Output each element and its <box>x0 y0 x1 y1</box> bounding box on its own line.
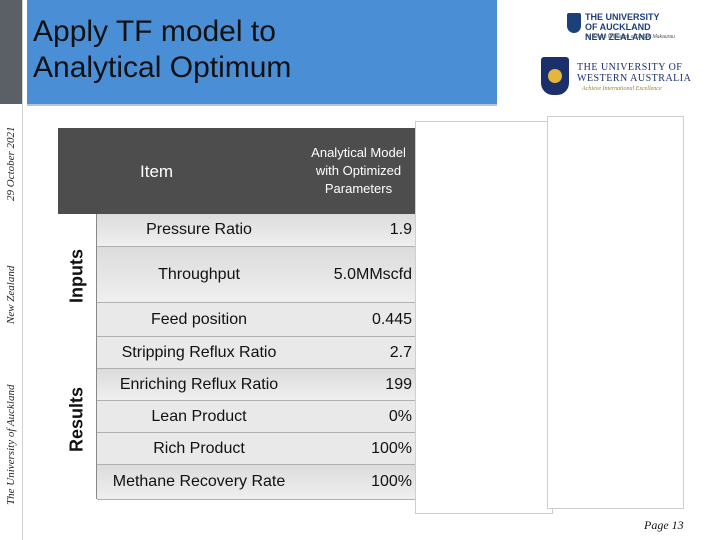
uwa-crest-icon <box>541 57 569 95</box>
date-label: 29 October 2021 <box>5 126 17 202</box>
row-item: Enriching Reflux Ratio <box>119 375 279 393</box>
row-item: Stripping Reflux Ratio <box>121 343 277 361</box>
page-number: Page 13 <box>644 518 684 532</box>
table-row: Pressure Ratio 1.9 <box>97 214 416 247</box>
row-item: Methane Recovery Rate <box>112 473 286 490</box>
row-value: 100% <box>371 473 412 490</box>
row-value: 5.0MMscfd <box>333 265 412 283</box>
blank-panel-left <box>415 121 553 514</box>
group-inputs-label: Inputs <box>66 249 87 304</box>
row-value: 0% <box>388 407 412 425</box>
row-value: 100% <box>371 439 412 457</box>
slide-title: Apply TF model to Analytical Optimum <box>33 14 291 86</box>
table-row: Lean Product 0% <box>97 401 416 433</box>
uwa-logo-line-1: THE UNIVERSITY OF <box>577 62 683 73</box>
auckland-logo-text: THE UNIVERSITY OF AUCKLAND NEW ZEALAND <box>585 12 660 42</box>
auckland-logo-line-3: NEW ZEALAND <box>585 32 652 42</box>
row-item: Rich Product <box>153 439 245 457</box>
sidebar-dark-block <box>0 0 22 104</box>
row-item: Feed position <box>150 310 248 328</box>
logo-area <box>497 0 720 104</box>
group-divider <box>96 214 97 499</box>
table-row: Feed position 0.445 <box>97 303 416 337</box>
row-value: 0.445 <box>371 310 412 328</box>
title-line-1: Apply TF model to <box>33 15 276 48</box>
row-item: Throughput <box>158 265 240 283</box>
uwa-logo-text: THE UNIVERSITY OF WESTERN AUSTRALIA <box>577 62 691 84</box>
table-row: Rich Product 100% <box>97 433 416 465</box>
blank-panel-right <box>547 116 684 509</box>
table-header-item: Item <box>140 162 174 181</box>
row-item: Pressure Ratio <box>146 221 252 238</box>
title-banner <box>27 0 497 106</box>
row-value: 2.7 <box>389 343 412 361</box>
uwa-logo-line-2: WESTERN AUSTRALIA <box>577 73 692 84</box>
table-header-model-label: Analytical Model with Optimized Paramete… <box>311 145 406 196</box>
table-row: Throughput 5.0MMscfd <box>97 247 416 303</box>
group-results-label: Results <box>66 386 87 452</box>
group-results: Results <box>58 339 96 499</box>
uwa-logo-subtitle: Achieve International Excellence <box>582 86 662 92</box>
table-header-item-cell <box>58 128 301 214</box>
row-value: 1.9 <box>389 221 412 238</box>
table-header-model: Analytical Model with Optimized Paramete… <box>301 128 416 214</box>
row-item: Lean Product <box>151 407 247 425</box>
auckland-logo-subtitle: Te Whare Wānanga o Tāmaki Makaurau <box>585 34 675 40</box>
table-row: Methane Recovery Rate 100% <box>97 465 416 500</box>
row-value: 199 <box>385 375 412 393</box>
country-label: New Zealand <box>5 265 17 325</box>
table-row: Stripping Reflux Ratio 2.7 <box>97 337 416 369</box>
table-row: Enriching Reflux Ratio 199 <box>97 369 416 401</box>
auckland-crest-icon <box>567 13 581 33</box>
auckland-logo-line-1: THE UNIVERSITY <box>585 12 660 22</box>
group-inputs: Inputs <box>58 214 96 339</box>
university-label: The University of Auckland <box>5 384 17 506</box>
title-line-2: Analytical Optimum <box>33 51 292 84</box>
auckland-logo-line-2: OF AUCKLAND <box>585 22 651 32</box>
left-sidebar: 29 October 2021 New Zealand The Universi… <box>0 0 23 540</box>
